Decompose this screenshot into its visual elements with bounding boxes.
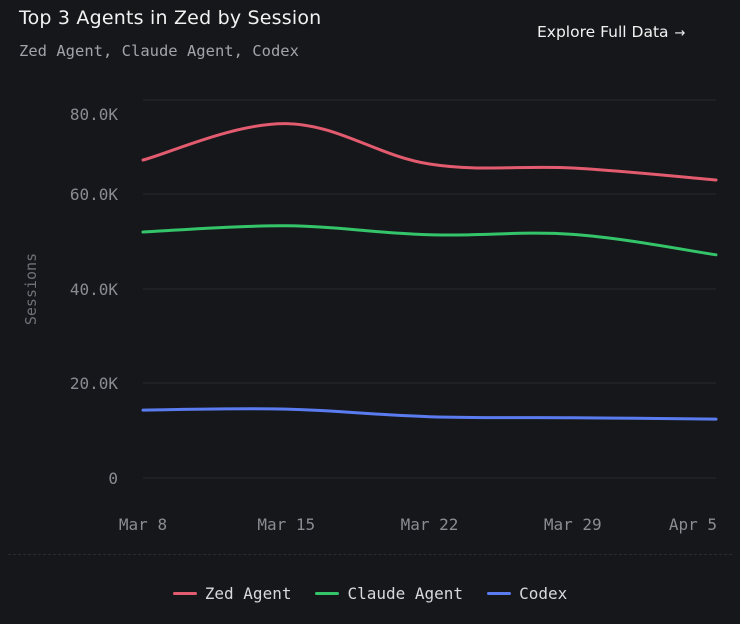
- x-tick-label: Mar 29: [544, 515, 602, 534]
- y-axis-label: Sessions: [22, 253, 40, 325]
- y-tick-label: 60.0K: [70, 185, 119, 204]
- series-line-zed-agent[interactable]: [141, 122, 718, 182]
- chart-subtitle: Zed Agent, Claude Agent, Codex: [19, 42, 299, 60]
- explore-full-data-link[interactable]: Explore Full Data →: [537, 23, 685, 41]
- data-point-zed-agent[interactable]: [283, 121, 289, 127]
- data-point-codex[interactable]: [713, 416, 719, 422]
- data-point-codex[interactable]: [427, 414, 433, 420]
- chart-title: Top 3 Agents in Zed by Session: [19, 7, 322, 29]
- data-point-codex[interactable]: [140, 407, 146, 413]
- data-point-claude-agent[interactable]: [713, 252, 719, 258]
- y-tick-label: 40.0K: [70, 280, 119, 299]
- divider: [8, 554, 732, 555]
- legend: Zed Agent Claude Agent Codex: [0, 580, 740, 606]
- y-tick-label: 80.0K: [70, 105, 119, 124]
- y-tick-label: 0: [108, 469, 118, 488]
- x-tick-label: Mar 15: [257, 515, 315, 534]
- x-tick-label: Apr 5: [669, 515, 717, 534]
- data-point-codex[interactable]: [283, 406, 289, 412]
- data-point-claude-agent[interactable]: [283, 223, 289, 229]
- x-tick-label: Mar 22: [401, 515, 459, 534]
- data-point-zed-agent[interactable]: [140, 157, 146, 163]
- y-tick-label: 20.0K: [70, 374, 119, 393]
- legend-swatch: [315, 591, 340, 595]
- legend-label: Codex: [519, 583, 568, 603]
- arrow-right-icon: →: [674, 26, 686, 41]
- data-point-zed-agent[interactable]: [427, 161, 433, 167]
- legend-item-codex[interactable]: Codex: [487, 584, 567, 603]
- series-line-codex[interactable]: [141, 407, 718, 421]
- data-point-zed-agent[interactable]: [570, 165, 576, 171]
- legend-item-zed-agent[interactable]: Zed Agent: [172, 583, 292, 603]
- legend-item-claude-agent[interactable]: Claude Agent: [315, 584, 463, 603]
- data-point-zed-agent[interactable]: [713, 177, 719, 183]
- data-point-codex[interactable]: [570, 415, 576, 421]
- line-chart: 0 20.0K 40.0K 60.0K 80.0K Sessions Mar 8 Mar 15…: [22, 99, 719, 534]
- x-tick-label: Mar 8: [119, 515, 167, 534]
- legend-label: Zed Agent: [204, 583, 292, 603]
- legend-swatch: [487, 591, 512, 595]
- series-line-claude-agent[interactable]: [141, 224, 718, 257]
- data-point-claude-agent[interactable]: [570, 231, 576, 237]
- data-point-claude-agent[interactable]: [140, 229, 146, 235]
- explore-full-data-label: Explore Full Data: [537, 23, 669, 41]
- legend-label: Claude Agent: [347, 583, 464, 603]
- data-point-claude-agent[interactable]: [427, 232, 433, 238]
- legend-swatch: [172, 591, 197, 595]
